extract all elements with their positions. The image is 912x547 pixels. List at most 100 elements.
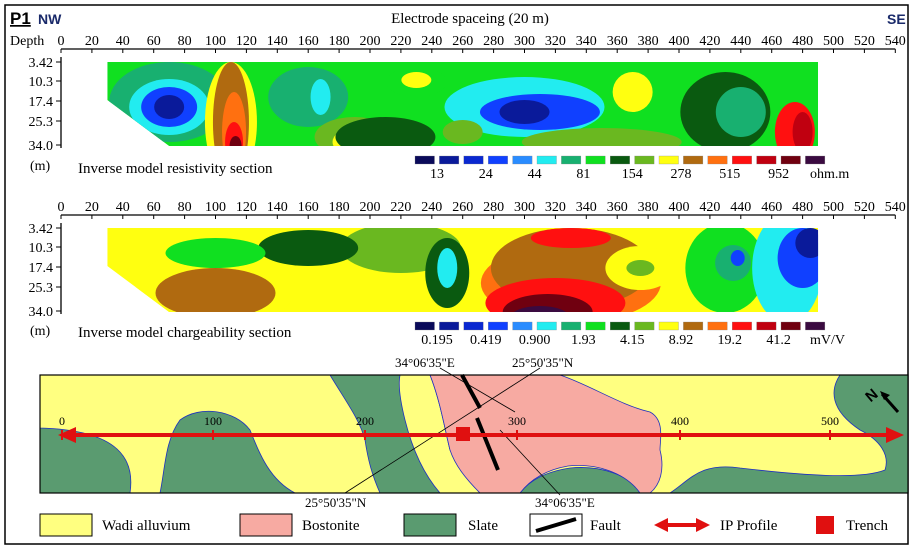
colorbar-swatch	[658, 321, 679, 331]
colorbar-swatch	[414, 321, 435, 331]
x-tick-label: 0	[58, 200, 65, 215]
contour-region	[310, 79, 331, 115]
x-tick-label: 260	[452, 34, 473, 49]
x-tick-label: 520	[854, 200, 875, 215]
chargeability-title: Inverse model chargeability section	[78, 325, 292, 341]
x-tick-label: 320	[545, 34, 566, 49]
map-scale-label: 500	[821, 414, 839, 428]
colorbar-label: 1.93	[571, 333, 596, 348]
x-tick-label: 440	[730, 200, 751, 215]
x-tick-label: 280	[483, 34, 504, 49]
colorbar-label: 24	[479, 167, 493, 182]
x-tick-label: 60	[147, 34, 161, 49]
depth-label: Depth	[10, 34, 44, 49]
colorbar-swatch	[634, 321, 655, 331]
colorbar-label: 154	[622, 167, 643, 182]
ip-profile-legend-icon	[654, 518, 710, 532]
map-legend: Wadi alluvium Bostonite Slate Fault IP P…	[39, 513, 888, 537]
depth-unit-2: (m)	[30, 324, 51, 339]
contour-region	[502, 294, 593, 312]
x-tick-label: 100	[205, 34, 226, 49]
colorbar-swatch	[780, 155, 801, 165]
contour-region	[521, 128, 682, 146]
map-scale-label: 200	[356, 414, 374, 428]
map-scale-label: 300	[508, 414, 526, 428]
colorbar-swatch	[732, 321, 752, 331]
x-tick-label: 200	[360, 34, 381, 49]
colorbar-swatch	[658, 155, 679, 165]
colorbar-swatch	[463, 321, 484, 331]
contour-region	[268, 67, 349, 127]
colorbar-swatch	[512, 321, 533, 331]
legend-swatch-bostonite	[239, 513, 293, 537]
x-axis-top: 0 20 40 60 80 100 120 140 160 180 200 220 240 260 280 3…	[58, 34, 906, 53]
legend-label: Wadi alluvium	[102, 518, 191, 534]
resistivity-unit: ohm.m	[810, 167, 849, 182]
depth-tick-label: 17.4	[29, 261, 54, 276]
nw-label: NW	[38, 11, 62, 27]
x-tick-label: 160	[298, 200, 319, 215]
depth-tick-label: 10.3	[29, 75, 54, 90]
x-tick-label: 220	[390, 34, 411, 49]
x-tick-label: 80	[178, 200, 192, 215]
x-tick-label: 520	[854, 34, 875, 49]
axis-title: Electrode spaceing (20 m)	[391, 11, 549, 27]
profile-label: P1	[10, 9, 31, 28]
depth-tick-label: 25.3	[29, 115, 54, 130]
contour-region	[792, 112, 813, 146]
fault-line	[460, 374, 482, 409]
chargeability-unit: mV/V	[810, 333, 845, 348]
depth-tick-label: 25.3	[29, 281, 54, 296]
coord-bottom-e: 34°06'35"E	[535, 495, 595, 510]
colorbar-swatch	[707, 321, 728, 331]
colorbar-swatch	[732, 155, 752, 165]
resistivity-colorbar: 13 24 44 81 154 278 515 952	[414, 155, 826, 182]
colorbar-label: 278	[671, 167, 692, 182]
colorbar-swatch	[439, 155, 460, 165]
x-tick-label: 380	[638, 34, 659, 49]
colorbar-label: 0.900	[519, 333, 551, 348]
colorbar-label: 4.15	[620, 333, 645, 348]
frame	[4, 4, 909, 545]
map-scale-label: 100	[204, 414, 222, 428]
colorbar-label: 44	[528, 167, 542, 182]
colorbar-swatch	[610, 155, 630, 165]
x-tick-label: 260	[452, 200, 473, 215]
x-tick-label: 420	[699, 200, 720, 215]
x-tick-label: 220	[390, 200, 411, 215]
contour-region	[730, 250, 745, 266]
fault-legend-icon	[535, 517, 577, 533]
colorbar-swatch	[536, 321, 557, 331]
x-tick-label: 480	[792, 34, 813, 49]
resistivity-section: 3.42 10.3 17.4 25.3 34.0	[29, 56, 819, 154]
x-tick-label: 140	[267, 34, 288, 49]
contour-region	[155, 268, 276, 312]
fault-line	[475, 417, 500, 471]
x-tick-label: 320	[545, 200, 566, 215]
legend-swatch-slate	[403, 513, 457, 537]
depth-tick-label: 17.4	[29, 95, 54, 110]
colorbar-swatch	[683, 155, 704, 165]
x-tick-label: 120	[236, 34, 257, 49]
colorbar-swatch	[707, 155, 728, 165]
x-tick-label: 0	[58, 34, 65, 49]
colorbar-label: 81	[576, 167, 590, 182]
legend-label: Fault	[590, 518, 622, 534]
trench-legend-icon	[816, 516, 834, 534]
resistivity-title: Inverse model resistivity section	[78, 161, 273, 177]
x-tick-label: 60	[147, 200, 161, 215]
x-tick-label: 180	[329, 34, 350, 49]
contour-region	[715, 87, 766, 137]
x-tick-label: 280	[483, 200, 504, 215]
colorbar-swatch	[805, 321, 826, 331]
colorbar-swatch	[780, 321, 801, 331]
colorbar-swatch	[463, 155, 484, 165]
x-tick-label: 80	[178, 34, 192, 49]
colorbar-swatch	[561, 155, 582, 165]
colorbar-swatch	[585, 321, 606, 331]
chargeability-section: 3.42 10.3 17.4 25.3 34.0	[29, 222, 819, 320]
contour-region	[401, 72, 432, 88]
depth-tick-label: 10.3	[29, 241, 54, 256]
coord-top-e: 34°06'35"E	[395, 355, 455, 370]
